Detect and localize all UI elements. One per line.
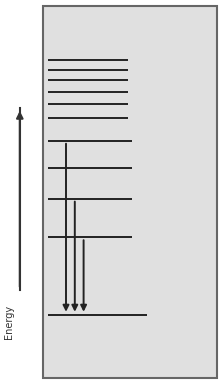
Bar	[43, 6, 217, 378]
Text: Energy: Energy	[4, 305, 14, 339]
